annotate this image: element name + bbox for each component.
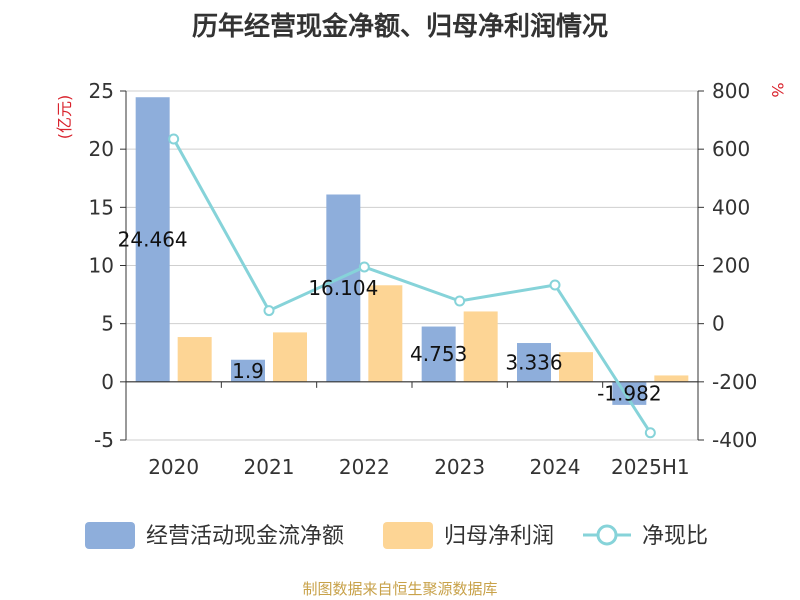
right-tick-label-3: 200 xyxy=(712,254,750,278)
legend-swatch-netprofit xyxy=(383,522,433,549)
ratio-point-2023 xyxy=(454,295,466,307)
legend-swatch-ratio-marker xyxy=(596,524,618,546)
x-tick-label-2024: 2024 xyxy=(530,455,581,479)
cashflow-label-2022: 16.104 xyxy=(308,276,378,300)
ratio-line xyxy=(168,133,656,439)
netprofit-bar-2024 xyxy=(559,352,593,382)
cashflow-bar-2023 xyxy=(421,326,456,382)
right-tick-label-2: 400 xyxy=(712,195,750,219)
bars xyxy=(135,97,689,405)
left-tick-label-0: 25 xyxy=(89,79,114,103)
netprofit-bar-2021 xyxy=(273,332,307,382)
x-tick-label-2022: 2022 xyxy=(339,455,390,479)
left-axis-ticks: 25 20 15 10 5 0 -5 xyxy=(89,79,126,452)
right-tick-label-1: 600 xyxy=(712,137,750,161)
netprofit-bar-2022 xyxy=(368,285,403,382)
cashflow-bar-2020 xyxy=(135,97,170,382)
cashflow-label-2024: 3.336 xyxy=(505,350,562,374)
data-labels: 24.464 1.9 16.104 4.753 3.336 -1.982 xyxy=(118,228,662,406)
netprofit-bar-2023 xyxy=(463,311,498,382)
left-tick-label-1: 20 xyxy=(89,137,114,161)
left-tick-label-2: 15 xyxy=(89,195,114,219)
ratio-point-2020 xyxy=(168,133,180,145)
right-axis-ticks: 800 600 400 200 0 -200 -400 xyxy=(698,79,757,452)
netprofit-bar-2025H1 xyxy=(654,375,689,382)
netprofit-bar-2020 xyxy=(177,337,212,382)
legend-label-cashflow: 经营活动现金流净额 xyxy=(146,524,344,549)
x-axis-ticks: 2020 2021 2022 2023 2024 2025H1 xyxy=(125,381,699,479)
cashflow-label-2023: 4.753 xyxy=(410,342,467,366)
ratio-point-2021 xyxy=(263,305,275,317)
left-tick-label-3: 10 xyxy=(89,254,114,278)
x-tick-label-2021: 2021 xyxy=(244,455,295,479)
cashflow-bar-2022 xyxy=(326,194,361,382)
x-tick-label-2020: 2020 xyxy=(148,455,199,479)
cashflow-label-2021: 1.9 xyxy=(232,359,264,383)
legend-label-ratio: 净现比 xyxy=(642,524,708,549)
left-axis-unit: (亿元) xyxy=(55,95,74,140)
ratio-point-2022 xyxy=(358,261,370,273)
right-tick-label-5: -200 xyxy=(712,370,757,394)
ratio-point-2025H1 xyxy=(644,427,656,439)
legend: 经营活动现金流净额 归母净利润 净现比 xyxy=(85,522,708,549)
legend-label-netprofit: 归母净利润 xyxy=(444,524,554,549)
right-axis-unit: % xyxy=(768,82,787,97)
x-tick-label-2025H1: 2025H1 xyxy=(611,455,690,479)
right-tick-label-0: 800 xyxy=(712,79,750,103)
left-tick-label-5: 0 xyxy=(101,370,114,394)
x-tick-label-2023: 2023 xyxy=(434,455,485,479)
legend-swatch-cashflow xyxy=(85,522,135,549)
cashflow-bar-2024 xyxy=(517,343,551,382)
ratio-point-2024 xyxy=(549,279,561,291)
ratio-polyline xyxy=(172,138,652,434)
right-tick-label-6: -400 xyxy=(712,428,757,452)
data-source-note: 制图数据来自恒生聚源数据库 xyxy=(302,580,498,598)
cashflow-label-2020: 24.464 xyxy=(118,228,188,252)
cashflow-label-2025H1: -1.982 xyxy=(597,381,661,405)
right-tick-label-4: 0 xyxy=(712,312,725,336)
left-tick-label-4: 5 xyxy=(101,312,114,336)
left-tick-label-6: -5 xyxy=(94,428,114,452)
chart-title: 历年经营现金净额、归母净利润情况 xyxy=(191,12,608,42)
cashflow-bar-2021 xyxy=(231,359,265,382)
